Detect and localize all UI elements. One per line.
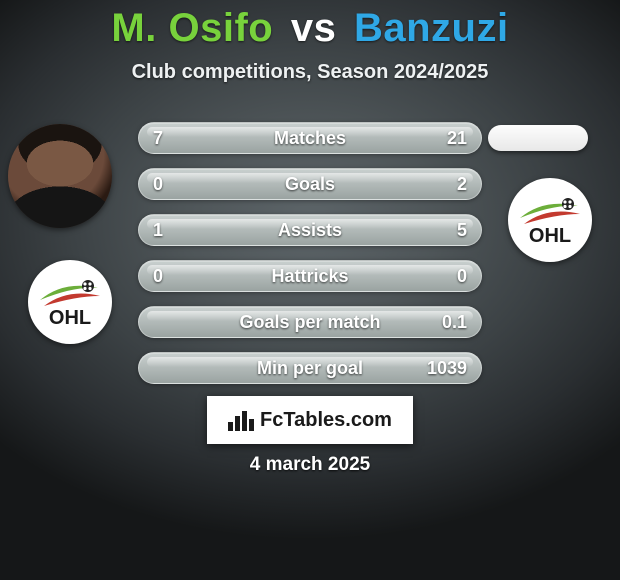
date-label: 4 march 2025 bbox=[0, 454, 620, 476]
player1-club-logo: OHL bbox=[28, 260, 112, 344]
player2-avatar-placeholder bbox=[488, 125, 588, 151]
stat-label: Assists bbox=[139, 215, 481, 245]
branding-text: FcTables.com bbox=[260, 409, 392, 432]
stat-right-value: 0.1 bbox=[442, 307, 467, 337]
player2-club-logo: OHL bbox=[508, 178, 592, 262]
stat-row: 0 Hattricks 0 bbox=[138, 260, 482, 292]
player2-name: Banzuzi bbox=[354, 6, 509, 50]
branding-badge: FcTables.com bbox=[207, 396, 413, 444]
stat-right-value: 2 bbox=[457, 169, 467, 199]
stat-right-value: 1039 bbox=[427, 353, 467, 383]
stat-right-value: 0 bbox=[457, 261, 467, 291]
stats-container: 7 Matches 21 0 Goals 2 1 Assists 5 0 Hat… bbox=[138, 122, 482, 398]
ohl-logo-icon: OHL bbox=[514, 184, 586, 256]
bar-chart-icon bbox=[228, 409, 254, 431]
svg-text:OHL: OHL bbox=[529, 225, 571, 247]
subtitle: Club competitions, Season 2024/2025 bbox=[0, 61, 620, 84]
stat-row: 7 Matches 21 bbox=[138, 122, 482, 154]
card-content: M. Osifo vs Banzuzi Club competitions, S… bbox=[0, 0, 620, 580]
stat-row: Goals per match 0.1 bbox=[138, 306, 482, 338]
stat-row: Min per goal 1039 bbox=[138, 352, 482, 384]
stat-label: Goals per match bbox=[139, 307, 481, 337]
stat-label: Hattricks bbox=[139, 261, 481, 291]
player1-avatar bbox=[8, 124, 112, 228]
comparison-title: M. Osifo vs Banzuzi bbox=[0, 0, 620, 51]
stat-row: 1 Assists 5 bbox=[138, 214, 482, 246]
player1-name: M. Osifo bbox=[111, 6, 273, 50]
ohl-logo-icon: OHL bbox=[34, 266, 106, 338]
svg-text:OHL: OHL bbox=[49, 307, 91, 329]
stat-label: Matches bbox=[139, 123, 481, 153]
stat-right-value: 21 bbox=[447, 123, 467, 153]
vs-label: vs bbox=[291, 6, 337, 50]
stat-label: Goals bbox=[139, 169, 481, 199]
stat-row: 0 Goals 2 bbox=[138, 168, 482, 200]
stat-right-value: 5 bbox=[457, 215, 467, 245]
